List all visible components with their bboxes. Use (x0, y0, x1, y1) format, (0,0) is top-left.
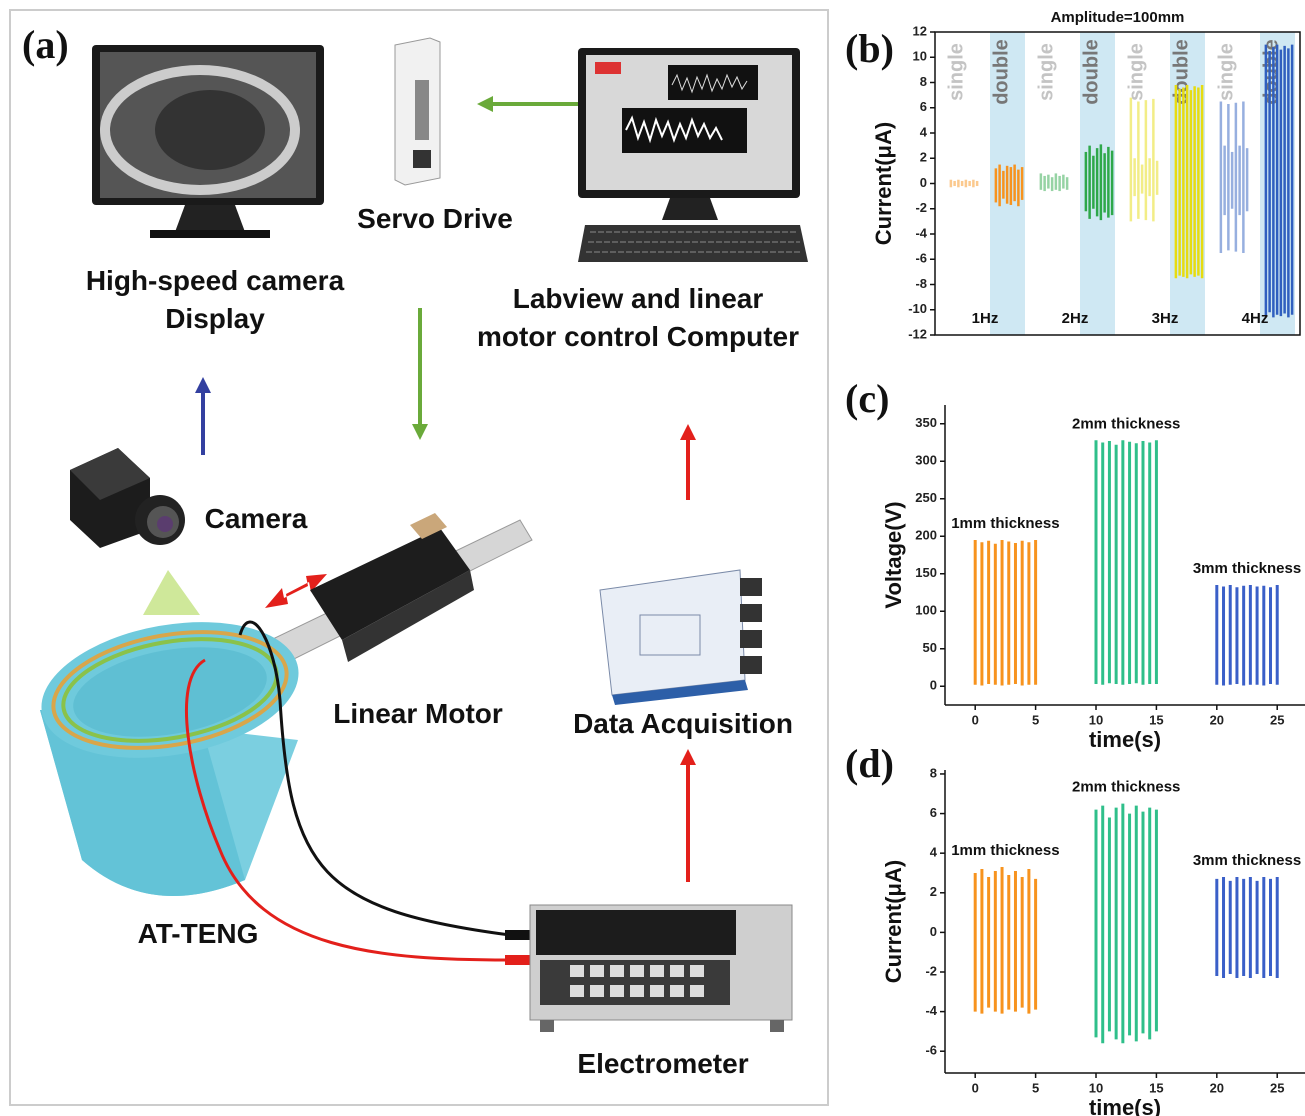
mode-label: double (1170, 39, 1192, 105)
servo-drive-label: Servo Drive (357, 203, 513, 234)
linear-motor-label: Linear Motor (333, 698, 503, 729)
burst (1217, 585, 1277, 686)
x-tick-label: 10 (1089, 1080, 1103, 1095)
light-cone (143, 570, 200, 615)
y-axis-label: Voltage(V) (881, 501, 906, 608)
group-label: 3Hz (1152, 310, 1179, 327)
x-tick-label: 25 (1270, 1080, 1284, 1095)
panel-a: (a) High-speed camera Display Servo Driv… (10, 10, 828, 1105)
y-tick-label: 350 (915, 415, 937, 430)
y-tick-label: 0 (920, 175, 927, 190)
group-label: 4Hz (1242, 310, 1269, 327)
plug (505, 955, 533, 965)
daq-label: Data Acquisition (573, 708, 793, 739)
teng-label: AT-TENG (138, 918, 259, 949)
computer-label: Labview and linear (513, 283, 764, 314)
display-label: High-speed camera (86, 265, 345, 296)
y-tick-label: 2 (920, 150, 927, 165)
computer-label: motor control Computer (477, 321, 799, 352)
burst (975, 867, 1035, 1014)
group-label: 2Hz (1062, 310, 1089, 327)
panel-label: (b) (845, 26, 894, 71)
figure: (a) High-speed camera Display Servo Driv… (0, 0, 1305, 1116)
mode-label: single (945, 43, 967, 101)
electrometer (530, 905, 792, 1032)
at-teng (31, 603, 310, 896)
mode-label: double (1260, 39, 1282, 105)
chart-title: Amplitude=100mm (1051, 9, 1185, 26)
daq-module (600, 570, 762, 705)
display-label: Display (165, 303, 265, 334)
x-axis-label: time(s) (1089, 727, 1161, 752)
series-label: 1mm thickness (951, 842, 1059, 859)
display-monitor (92, 45, 324, 238)
y-tick-label: 50 (923, 640, 937, 655)
y-tick-label: -2 (915, 200, 927, 215)
y-tick-label: -4 (915, 225, 927, 240)
mode-label: single (1125, 43, 1147, 101)
series-label: 1mm thickness (951, 515, 1059, 532)
y-tick-label: -2 (925, 963, 937, 978)
x-tick-label: 15 (1149, 1080, 1163, 1095)
y-tick-label: 100 (915, 603, 937, 618)
y-tick-label: 200 (915, 528, 937, 543)
x-axis-label: time(s) (1089, 1095, 1161, 1116)
y-tick-label: 6 (920, 99, 927, 114)
y-tick-label: 8 (920, 74, 927, 89)
x-tick-label: 20 (1210, 712, 1224, 727)
y-tick-label: -4 (925, 1003, 937, 1018)
series-label: 2mm thickness (1072, 415, 1180, 432)
y-tick-label: -8 (915, 276, 927, 291)
page: (a) High-speed camera Display Servo Driv… (0, 0, 1305, 1116)
burst (1217, 877, 1277, 978)
y-tick-label: 0 (930, 678, 937, 693)
y-tick-label: 250 (915, 490, 937, 505)
y-tick-label: 150 (915, 565, 937, 580)
panel-label: (c) (845, 376, 889, 421)
x-tick-label: 5 (1032, 1080, 1039, 1095)
y-tick-label: 10 (913, 49, 927, 64)
series-label: 3mm thickness (1193, 852, 1301, 869)
x-tick-label: 20 (1210, 1080, 1224, 1095)
y-axis-label: Current(μA) (881, 860, 906, 983)
electrometer-label: Electrometer (577, 1048, 748, 1079)
burst (1096, 440, 1156, 685)
series-label: 3mm thickness (1193, 560, 1301, 577)
mode-label: double (990, 39, 1012, 105)
y-tick-label: 0 (930, 924, 937, 939)
x-tick-label: 0 (972, 712, 979, 727)
servo-drive (395, 38, 440, 185)
x-tick-label: 15 (1149, 712, 1163, 727)
x-tick-label: 10 (1089, 712, 1103, 727)
y-tick-label: 6 (930, 805, 937, 820)
group-label: 1Hz (972, 310, 999, 327)
x-tick-label: 25 (1270, 712, 1284, 727)
y-axis-label: Current(μA) (871, 122, 896, 245)
y-tick-label: 8 (930, 765, 937, 780)
plug (505, 930, 533, 940)
y-tick-label: 4 (930, 845, 938, 860)
y-tick-label: 2 (930, 884, 937, 899)
x-tick-label: 0 (972, 1080, 979, 1095)
burst (1096, 804, 1156, 1044)
y-tick-label: -10 (908, 301, 927, 316)
computer (578, 48, 808, 262)
y-tick-label: 4 (920, 124, 928, 139)
y-tick-label: 300 (915, 453, 937, 468)
series-label: 2mm thickness (1072, 779, 1180, 796)
x-tick-label: 5 (1032, 712, 1039, 727)
y-tick-label: -6 (925, 1043, 937, 1058)
mode-label: double (1080, 39, 1102, 105)
panel-label: (d) (845, 741, 894, 786)
y-tick-label: 12 (913, 23, 927, 38)
mode-label: single (1035, 43, 1057, 101)
panel-label: (a) (22, 22, 69, 67)
burst (975, 540, 1035, 686)
camera-label: Camera (205, 503, 308, 534)
camera (70, 448, 185, 548)
mode-label: single (1215, 43, 1237, 101)
y-tick-label: -6 (915, 251, 927, 266)
y-tick-label: -12 (908, 326, 927, 341)
